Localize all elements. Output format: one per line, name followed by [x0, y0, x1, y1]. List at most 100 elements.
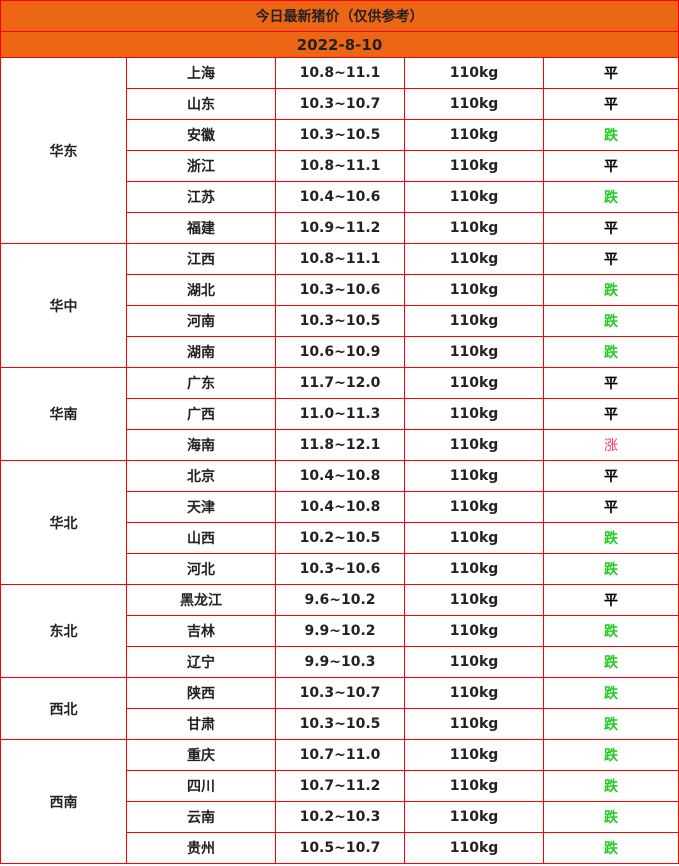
trend-cell: 跌 [542, 336, 679, 368]
province-cell: 天津 [126, 491, 276, 523]
trend-cell: 平 [542, 491, 679, 523]
price-cell: 10.3~10.7 [275, 677, 405, 709]
table-row: 华东 上海 10.8~11.1 110kg 平 [0, 57, 679, 244]
table-row: 浙江 10.8~11.1 110kg 平 [1, 150, 679, 182]
province-cell: 云南 [126, 801, 276, 833]
province-cell: 河南 [126, 305, 276, 337]
trend-cell: 平 [542, 460, 679, 492]
table-row: 河南 10.3~10.5 110kg 跌 [1, 305, 679, 337]
trend-cell: 跌 [542, 119, 679, 151]
table-row: 云南 10.2~10.3 110kg 跌 [1, 801, 679, 833]
price-cell: 10.7~11.0 [275, 739, 405, 771]
table-row: 辽宁 9.9~10.3 110kg 跌 [1, 646, 679, 678]
table-row: 山东 10.3~10.7 110kg 平 [1, 88, 679, 120]
price-cell: 11.7~12.0 [275, 367, 405, 399]
province-cell: 山西 [126, 522, 276, 554]
trend-cell: 跌 [542, 677, 679, 709]
trend-cell: 跌 [542, 646, 679, 678]
weight-cell: 110kg [404, 553, 544, 585]
price-cell: 10.7~11.2 [275, 770, 405, 802]
weight-cell: 110kg [404, 181, 544, 213]
trend-cell: 平 [542, 243, 679, 275]
weight-cell: 110kg [404, 708, 544, 740]
weight-cell: 110kg [404, 832, 544, 864]
region-cell: 华南 [0, 367, 127, 461]
trend-cell: 跌 [542, 615, 679, 647]
province-cell: 上海 [126, 57, 276, 89]
table-row: 天津 10.4~10.8 110kg 平 [1, 491, 679, 523]
price-cell: 10.8~11.1 [275, 150, 405, 182]
region-cell: 华中 [0, 243, 127, 368]
weight-cell: 110kg [404, 119, 544, 151]
price-cell: 10.3~10.7 [275, 88, 405, 120]
trend-cell: 平 [542, 150, 679, 182]
weight-cell: 110kg [404, 739, 544, 771]
trend-cell: 跌 [542, 274, 679, 306]
province-cell: 江西 [126, 243, 276, 275]
price-cell: 11.0~11.3 [275, 398, 405, 430]
table-row: 安徽 10.3~10.5 110kg 跌 [1, 119, 679, 151]
province-cell: 广西 [126, 398, 276, 430]
price-cell: 10.6~10.9 [275, 336, 405, 368]
province-cell: 辽宁 [126, 646, 276, 678]
province-cell: 福建 [126, 212, 276, 244]
trend-cell: 平 [542, 367, 679, 399]
weight-cell: 110kg [404, 336, 544, 368]
province-cell: 四川 [126, 770, 276, 802]
weight-cell: 110kg [404, 429, 544, 461]
price-cell: 10.4~10.8 [275, 460, 405, 492]
weight-cell: 110kg [404, 88, 544, 120]
weight-cell: 110kg [404, 522, 544, 554]
weight-cell: 110kg [404, 615, 544, 647]
price-cell: 9.6~10.2 [275, 584, 405, 616]
table-row: 山西 10.2~10.5 110kg 跌 [1, 522, 679, 554]
weight-cell: 110kg [404, 243, 544, 275]
table-row: 西南 重庆 10.7~11.0 110kg 跌 [0, 739, 679, 864]
region-cell: 东北 [0, 584, 127, 678]
table-row: 江苏 10.4~10.6 110kg 跌 [1, 181, 679, 213]
price-cell: 9.9~10.2 [275, 615, 405, 647]
weight-cell: 110kg [404, 646, 544, 678]
province-cell: 甘肃 [126, 708, 276, 740]
table-row: 华北 北京 10.4~10.8 110kg 平 [0, 460, 679, 585]
trend-cell: 跌 [542, 770, 679, 802]
table-row: 湖南 10.6~10.9 110kg 跌 [1, 336, 679, 368]
weight-cell: 110kg [404, 460, 544, 492]
price-cell: 10.3~10.5 [275, 305, 405, 337]
region-cell: 华东 [0, 57, 127, 244]
price-cell: 10.3~10.6 [275, 274, 405, 306]
date-row: 2022-8-10 [0, 31, 679, 58]
province-cell: 山东 [126, 88, 276, 120]
province-cell: 浙江 [126, 150, 276, 182]
price-cell: 10.9~11.2 [275, 212, 405, 244]
trend-cell: 跌 [542, 739, 679, 771]
province-cell: 湖北 [126, 274, 276, 306]
province-cell: 广东 [126, 367, 276, 399]
trend-cell: 平 [542, 398, 679, 430]
price-cell: 10.8~11.1 [275, 243, 405, 275]
price-cell: 10.3~10.5 [275, 119, 405, 151]
table-row: 贵州 10.5~10.7 110kg 跌 [1, 832, 679, 864]
weight-cell: 110kg [404, 212, 544, 244]
price-cell: 10.2~10.5 [275, 522, 405, 554]
price-cell: 10.8~11.1 [275, 57, 405, 89]
trend-cell: 跌 [542, 832, 679, 864]
trend-cell: 跌 [542, 553, 679, 585]
trend-cell: 跌 [542, 181, 679, 213]
price-cell: 10.3~10.6 [275, 553, 405, 585]
province-cell: 吉林 [126, 615, 276, 647]
price-cell: 10.4~10.8 [275, 491, 405, 523]
trend-cell: 跌 [542, 522, 679, 554]
province-cell: 江苏 [126, 181, 276, 213]
trend-cell: 跌 [542, 708, 679, 740]
title-row: 今日最新猪价（仅供参考） [0, 0, 679, 32]
weight-cell: 110kg [404, 57, 544, 89]
trend-cell: 平 [542, 584, 679, 616]
weight-cell: 110kg [404, 584, 544, 616]
province-cell: 湖南 [126, 336, 276, 368]
price-cell: 9.9~10.3 [275, 646, 405, 678]
table-date: 2022-8-10 [0, 31, 679, 58]
weight-cell: 110kg [404, 801, 544, 833]
